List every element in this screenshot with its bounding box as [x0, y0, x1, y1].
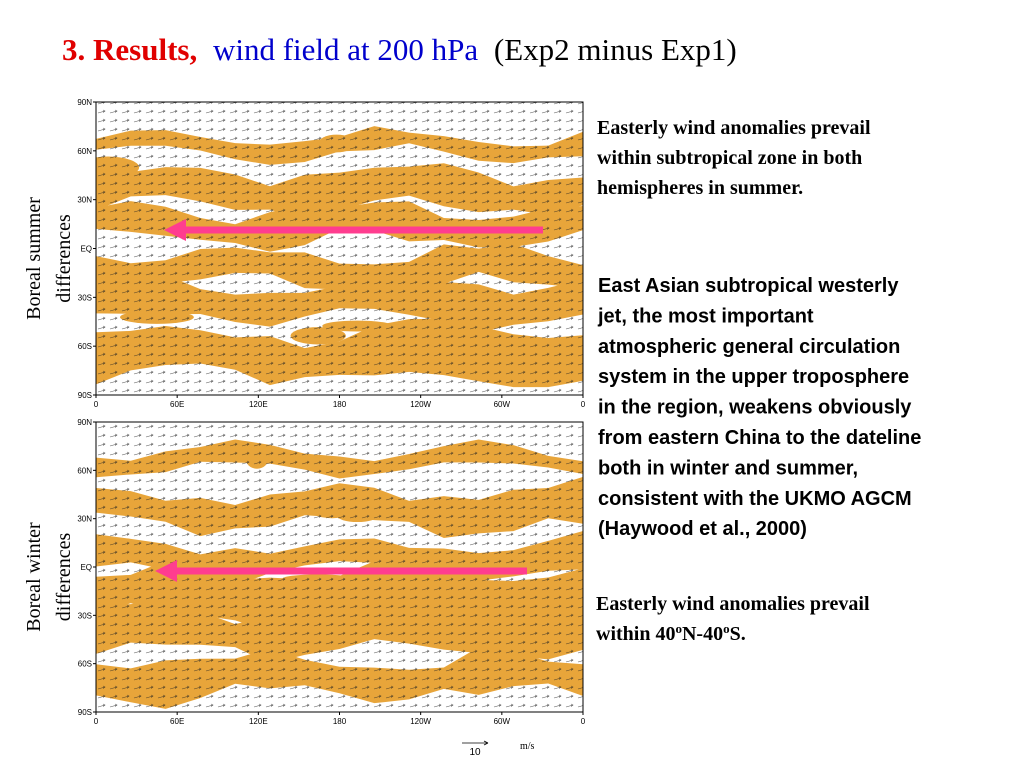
legend-arrow-head — [483, 740, 489, 746]
lat-label: EQ — [80, 563, 92, 572]
superscript: o — [723, 621, 730, 636]
side-label: differences — [53, 533, 75, 622]
side-label: Boreal summer — [23, 197, 45, 320]
note-text: S. — [730, 623, 746, 645]
lat-label: EQ — [80, 245, 92, 254]
lat-label: 90S — [78, 708, 92, 717]
lon-label: 60E — [170, 400, 184, 409]
lat-label: 60S — [78, 342, 92, 351]
note-line: (Haywood et al., 2000) — [598, 518, 807, 540]
note-line: within subtropical zone in both — [597, 147, 862, 169]
lat-label: 90S — [78, 391, 92, 400]
note-line: atmospheric general circulation — [598, 336, 900, 358]
lat-label: 60S — [78, 660, 92, 669]
lat-label: 60N — [77, 466, 92, 475]
highlight-arrow-head — [164, 219, 186, 241]
lat-label: 90N — [77, 98, 92, 107]
note-text: within 40 — [596, 623, 675, 645]
note-line: from eastern China to the dateline — [598, 427, 921, 449]
side-label: differences — [53, 214, 75, 303]
lon-label: 0 — [581, 717, 586, 726]
wind-vectors — [96, 422, 583, 712]
highlight-arrow-head — [155, 560, 177, 582]
note-line: consistent with the UKMO AGCM — [598, 488, 912, 510]
note-text: N-40 — [682, 623, 723, 645]
note-line: Easterly wind anomalies prevail — [596, 593, 870, 615]
lon-label: 120W — [410, 400, 431, 409]
note-line: system in the upper troposphere — [598, 366, 909, 388]
note-line: within 40oN-40oS. — [596, 621, 746, 645]
note-line: Easterly wind anomalies prevail — [597, 117, 871, 139]
note-line: in the region, weakens obviously — [598, 397, 912, 419]
lon-label: 120W — [410, 717, 431, 726]
map-panel — [96, 422, 583, 712]
title-part: wind field at 200 hPa — [213, 32, 478, 67]
lon-label: 0 — [581, 400, 586, 409]
title-part: 3. Results, — [62, 32, 197, 67]
legend-value: 10 — [469, 747, 481, 758]
lon-label: 180 — [333, 717, 347, 726]
side-label: Boreal winter — [23, 522, 45, 632]
map-panel — [96, 102, 583, 395]
lat-label: 30S — [78, 611, 92, 620]
lon-label: 0 — [94, 717, 99, 726]
wind-vectors — [96, 102, 583, 395]
lon-label: 180 — [333, 400, 347, 409]
note-line: East Asian subtropical westerly — [598, 275, 899, 297]
lon-label: 60W — [494, 717, 511, 726]
note-line: jet, the most important — [597, 305, 814, 327]
note-line: hemispheres in summer. — [597, 177, 803, 199]
title: 3. Results, wind field at 200 hPa (Exp2 … — [62, 32, 737, 67]
superscript: o — [675, 621, 682, 636]
lon-label: 60E — [170, 717, 184, 726]
lon-label: 0 — [94, 400, 99, 409]
lat-label: 90N — [77, 418, 92, 427]
lat-label: 30S — [78, 293, 92, 302]
title-part: (Exp2 minus Exp1) — [494, 32, 737, 67]
lat-label: 30N — [77, 196, 92, 205]
lon-label: 120E — [249, 400, 268, 409]
lat-label: 30N — [77, 515, 92, 524]
legend-unit: m/s — [520, 741, 535, 752]
note-line: both in winter and summer, — [598, 457, 858, 479]
lon-label: 120E — [249, 717, 268, 726]
lat-label: 60N — [77, 147, 92, 156]
lon-label: 60W — [494, 400, 511, 409]
